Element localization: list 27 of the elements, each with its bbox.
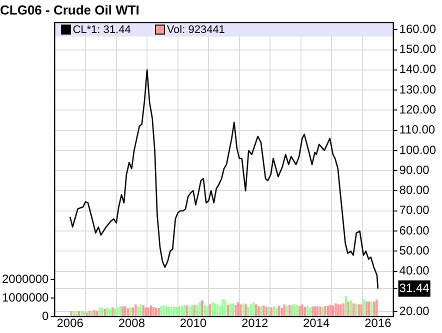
x-tick-label: 2006 [56, 316, 84, 330]
y-tick-label: 70.00 [399, 203, 430, 218]
y-tick-label: 20.00 [399, 304, 430, 318]
y-tick-label: 100.00 [399, 142, 436, 157]
y-tick-label: 160.00 [399, 22, 436, 36]
x-tick-label: 2008 [118, 316, 146, 330]
y2-tick-label: 2000000 [2, 272, 50, 286]
y-tick-label: 31.44 [399, 280, 430, 295]
legend-label: Vol: 923441 [166, 24, 225, 36]
chart-title: CLG06 - Crude Oil WTI [0, 2, 140, 18]
y-tick-label: 140.00 [399, 62, 436, 76]
y-tick-label: 110.00 [399, 122, 436, 137]
x-tick-label: 2014 [302, 316, 330, 330]
y-tick-label: 150.00 [399, 42, 436, 56]
legend-label: CL*1: 31.44 [72, 24, 131, 36]
y2-tick-label: 1000000 [2, 290, 50, 304]
x-tick-label: 2010 [180, 316, 207, 330]
x-tick-label: 2016 [364, 316, 392, 330]
y-tick-label: 60.00 [399, 223, 430, 238]
y-tick-label: 80.00 [399, 183, 430, 198]
y-tick-label: 120.00 [399, 102, 436, 117]
y-tick-label: 50.00 [399, 243, 430, 258]
y2-tick-label: 0 [42, 308, 50, 323]
y-tick-label: 130.00 [399, 82, 436, 96]
x-tick-label: 2012 [241, 316, 268, 330]
y-tick-label: 90.00 [399, 162, 430, 177]
y-tick-label: 40.00 [399, 264, 430, 278]
